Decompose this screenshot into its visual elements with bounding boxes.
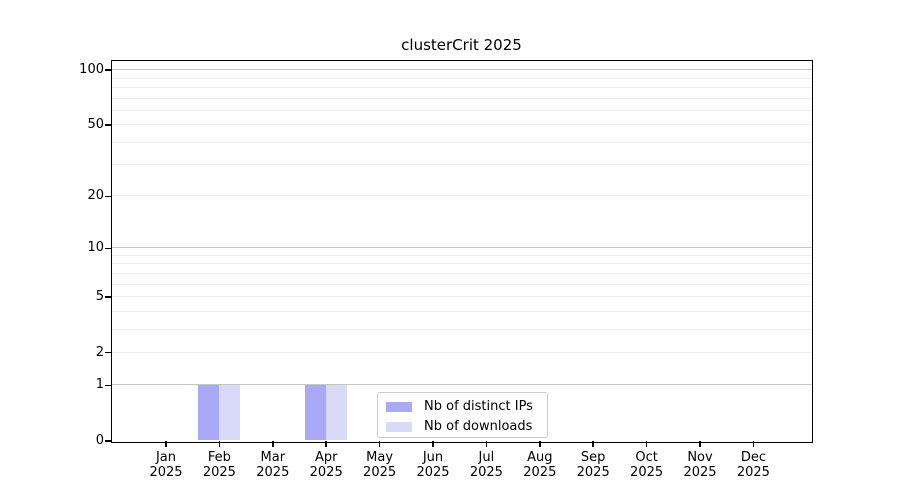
y-tick-mark	[105, 247, 112, 250]
y-tick-label: 5	[95, 289, 104, 305]
bar-distinct-ips	[197, 384, 219, 441]
x-tick-label: Feb 2025	[189, 450, 249, 480]
bar-downloads	[218, 384, 240, 441]
minor-gridline	[111, 310, 812, 312]
y-tick-mark	[105, 384, 112, 387]
x-tick-year: 2025	[630, 465, 664, 480]
legend-label: Nb of distinct IPs	[424, 399, 533, 414]
legend-label: Nb of downloads	[424, 419, 533, 434]
x-tick-month: Nov	[687, 450, 713, 465]
x-tick-month: Dec	[740, 450, 766, 465]
x-tick-mark	[539, 441, 541, 447]
x-tick-month: Apr	[314, 450, 338, 465]
x-tick-year: 2025	[576, 465, 610, 480]
x-tick-label: Jun 2025	[403, 450, 463, 480]
legend-row: Nb of distinct IPs	[378, 397, 547, 417]
minor-gridline	[111, 195, 812, 197]
x-tick-month: May	[366, 450, 394, 465]
legend-swatch	[386, 402, 412, 412]
x-tick-label: Mar 2025	[243, 450, 303, 480]
x-tick-mark	[645, 441, 648, 447]
minor-gridline	[111, 164, 812, 166]
x-tick-mark	[218, 441, 221, 447]
x-tick-label: Oct 2025	[617, 450, 677, 480]
legend-row: Nb of downloads	[378, 417, 547, 437]
x-tick-label: Nov 2025	[670, 450, 730, 480]
x-tick-month: Sep	[580, 450, 606, 465]
y-tick-mark	[105, 296, 112, 298]
y-tick-mark	[105, 440, 112, 442]
minor-gridline	[111, 124, 812, 126]
chart-title: clusterCrit 2025	[401, 36, 522, 54]
x-tick-mark	[592, 441, 594, 447]
legend: Nb of distinct IPs Nb of downloads	[377, 392, 548, 438]
minor-gridline	[111, 77, 812, 79]
y-tick-mark	[105, 124, 112, 126]
minor-gridline	[111, 351, 812, 353]
x-tick-mark	[485, 441, 488, 447]
x-tick-month: Jul	[478, 450, 495, 465]
minor-gridline	[111, 296, 812, 298]
x-tick-year: 2025	[523, 465, 557, 480]
minor-gridline	[111, 141, 812, 143]
x-tick-year: 2025	[416, 465, 450, 480]
minor-gridline	[111, 263, 812, 265]
minor-gridline	[111, 86, 812, 88]
x-tick-year: 2025	[736, 465, 770, 480]
x-tick-label: Apr 2025	[296, 450, 356, 480]
x-tick-label: Aug 2025	[510, 450, 570, 480]
y-tick-label: 100	[79, 62, 104, 78]
x-tick-month: Jun	[422, 450, 444, 465]
minor-gridline	[111, 283, 812, 285]
y-tick-label: 2	[95, 344, 104, 360]
bar-downloads	[325, 384, 347, 441]
x-tick-mark	[325, 441, 327, 447]
x-tick-label: Sep 2025	[563, 450, 623, 480]
minor-gridline	[111, 328, 812, 330]
x-tick-year: 2025	[256, 465, 290, 480]
major-gridline	[111, 247, 812, 249]
x-tick-year: 2025	[202, 465, 236, 480]
y-tick-label: 1	[95, 377, 104, 393]
minor-gridline	[111, 109, 812, 111]
x-tick-mark	[699, 441, 701, 447]
y-tick-mark	[105, 351, 112, 354]
legend-swatch	[386, 422, 412, 432]
y-tick-label: 20	[87, 188, 104, 204]
minor-gridline	[111, 255, 812, 256]
x-tick-month: Oct	[635, 450, 658, 465]
major-gridline	[111, 384, 812, 386]
x-tick-label: May 2025	[350, 450, 410, 480]
y-tick-label: 10	[87, 240, 104, 256]
minor-gridline	[111, 272, 812, 274]
x-tick-label: Dec 2025	[723, 450, 783, 480]
x-tick-label: Jul 2025	[456, 450, 516, 480]
minor-gridline	[111, 97, 812, 99]
x-tick-mark	[165, 441, 167, 447]
x-tick-year: 2025	[683, 465, 717, 480]
plot-area	[110, 59, 813, 443]
x-tick-mark	[272, 441, 274, 447]
y-tick-label: 0	[95, 433, 104, 448]
x-tick-label: Jan 2025	[136, 450, 196, 480]
y-tick-mark	[105, 195, 112, 198]
major-gridline	[111, 69, 812, 71]
x-tick-month: Mar	[260, 450, 286, 465]
y-tick-mark	[105, 69, 112, 71]
x-tick-month: Aug	[527, 450, 553, 465]
x-tick-mark	[432, 441, 434, 447]
x-tick-year: 2025	[149, 465, 183, 480]
x-tick-month: Feb	[207, 450, 231, 465]
y-tick-label: 50	[87, 117, 104, 133]
x-tick-year: 2025	[363, 465, 397, 480]
x-tick-mark	[752, 441, 755, 447]
bar-distinct-ips	[304, 384, 326, 441]
x-tick-mark	[378, 441, 381, 447]
x-tick-year: 2025	[469, 465, 503, 480]
x-tick-month: Jan	[155, 450, 177, 465]
x-tick-year: 2025	[309, 465, 343, 480]
